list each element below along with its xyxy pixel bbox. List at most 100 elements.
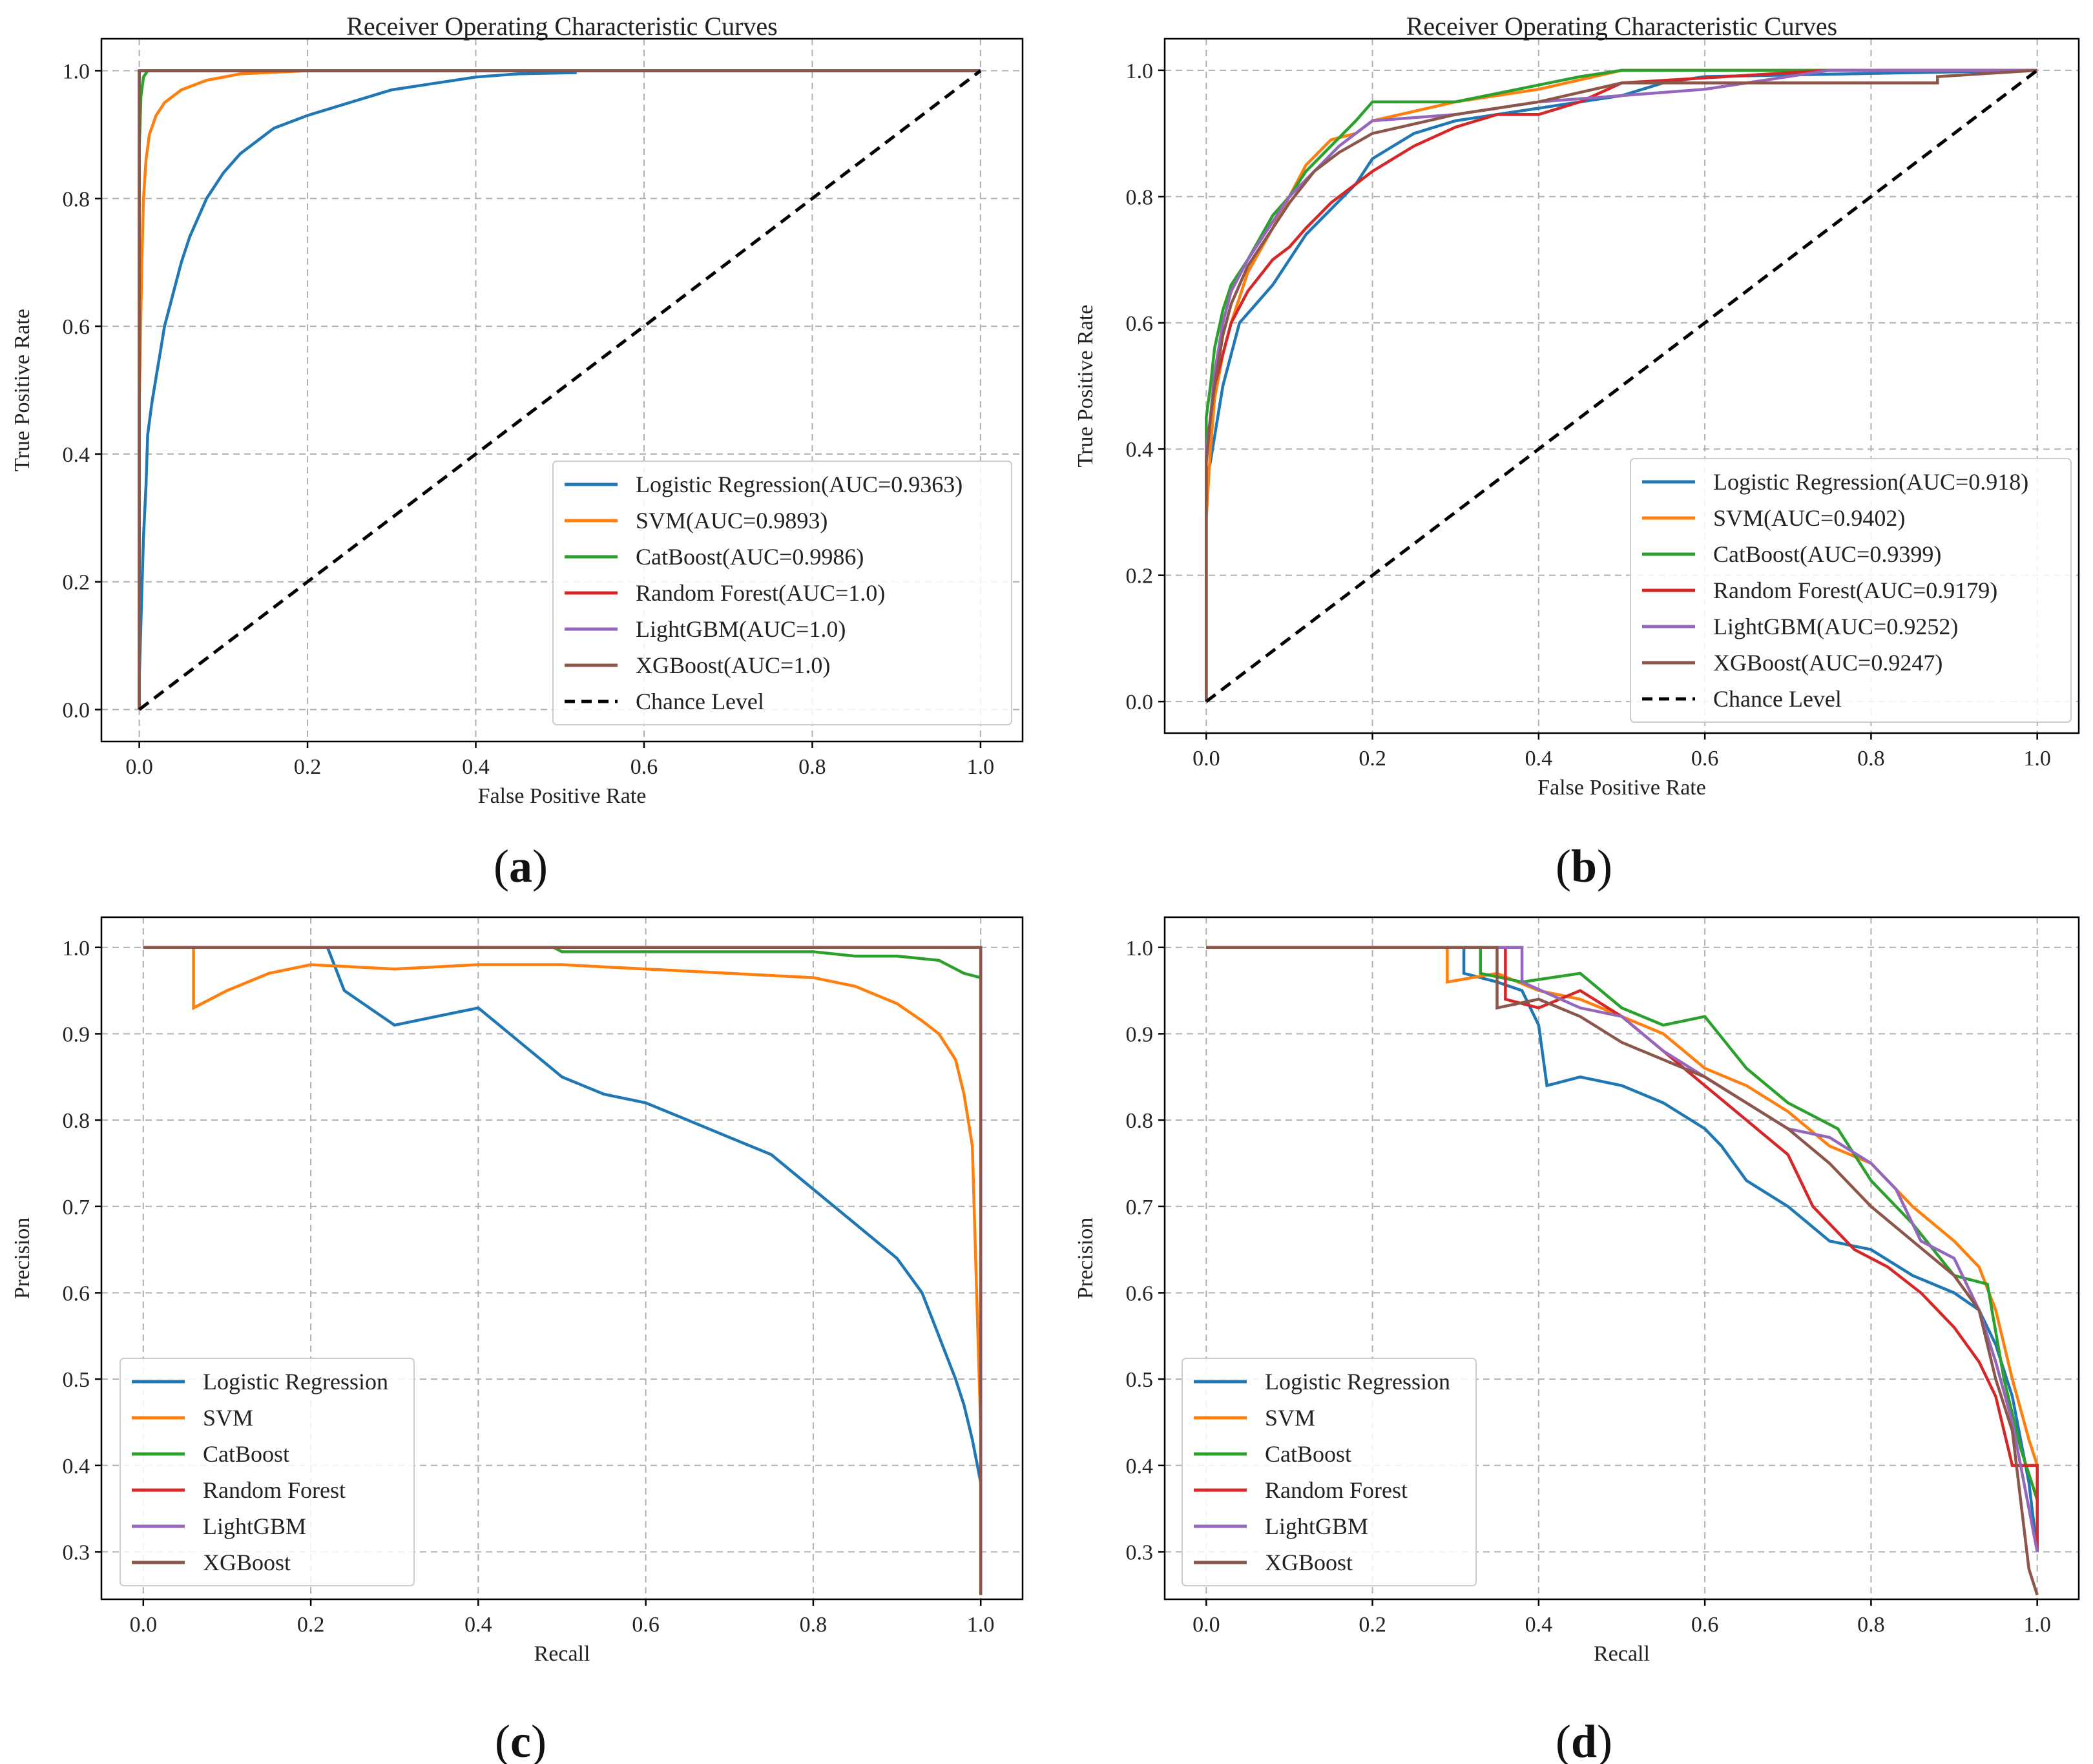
legend-label-random-forest: Random Forest(AUC=0.9179): [1713, 577, 1997, 603]
series-group-a: [138, 69, 982, 711]
legend-label-random-forest: Random Forest(AUC=1.0): [636, 580, 885, 606]
y-tick-label: 0.4: [1126, 1455, 1154, 1479]
x-axis-label-c: Recall: [534, 1642, 590, 1666]
legend-label-catboost: CatBoost: [203, 1441, 289, 1467]
legend-label-xgboost: XGBoost(AUC=1.0): [636, 652, 830, 678]
legend-box: [1630, 458, 2072, 723]
x-tick-label: 0.2: [294, 755, 322, 779]
y-tick-label: 0.8: [1126, 185, 1154, 209]
legend-label-chance-level: Chance Level: [1713, 686, 1842, 712]
x-tick-label: 0.2: [297, 1613, 325, 1637]
x-tick-label: 0.4: [464, 1613, 492, 1637]
series-line-chance-level: [1205, 68, 2039, 703]
legend-box: [120, 1358, 415, 1586]
legend-label-catboost: CatBoost(AUC=0.9399): [1713, 541, 1941, 567]
series-line-xgboost: [1205, 68, 2037, 702]
caption-d: (d): [1556, 1716, 1612, 1764]
y-tick-label: 0.0: [1126, 690, 1154, 714]
axes-frame-a: [100, 37, 1024, 743]
legend-label-lightgbm: LightGBM: [1265, 1513, 1368, 1539]
x-tick-label: 0.6: [1691, 747, 1719, 771]
y-tick-label: 0.4: [1126, 438, 1154, 462]
series-line-lightgbm: [1206, 946, 2039, 1552]
x-tick-label: 0.8: [1857, 1613, 1885, 1637]
x-tick-label: 0.8: [1857, 747, 1885, 771]
caption-c: (c): [495, 1716, 547, 1764]
legend-a: Logistic Regression(AUC=0.9363) SVM(AUC=0…: [552, 461, 1012, 725]
x-tick-label: 0.8: [798, 755, 826, 779]
x-tick-label: 0.0: [125, 755, 153, 779]
x-tick-label: 0.0: [130, 1613, 158, 1637]
series-line-xgboost: [138, 69, 981, 710]
y-tick-label: 0.6: [63, 315, 90, 339]
y-tick-label: 0.2: [1126, 565, 1154, 588]
chart-title-b: Receiver Operating Characteristic Curves: [1406, 12, 1838, 41]
series-line-catboost: [1206, 946, 2039, 1500]
y-tick-label: 0.7: [1126, 1196, 1154, 1219]
y-tick-label: 0.4: [63, 443, 90, 467]
panel-a: 0.0 0.2 0.4 0.6 0.8 1.0 0.0 0.2 0.4 0.6 0.8 1.0 Rece…: [10, 12, 1024, 808]
x-tick-label: 1.0: [967, 1613, 995, 1637]
legend-label-random-forest: Random Forest: [1265, 1477, 1408, 1503]
legend-label-xgboost: XGBoost(AUC=0.9247): [1713, 650, 1942, 676]
legend-label-svm: SVM(AUC=0.9402): [1713, 505, 1905, 531]
legend-label-catboost: CatBoost: [1265, 1441, 1351, 1467]
legend-d: Logistic Regression SVM CatBoost Random For…: [1182, 1358, 1477, 1586]
x-tick-label: 0.0: [1192, 1613, 1220, 1637]
series-line-catboost: [143, 946, 983, 1026]
legend-label-logistic-regression: Logistic Regression(AUC=0.9363): [636, 472, 963, 497]
y-tick-label: 0.6: [1126, 312, 1154, 336]
legend-label-xgboost: XGBoost: [1265, 1550, 1353, 1575]
y-tick-label: 0.8: [63, 187, 90, 211]
x-tick-label: 0.6: [632, 1613, 660, 1637]
caption-a: (a): [494, 840, 548, 892]
y-axis-label-c: Precision: [10, 1218, 34, 1300]
x-tick-label: 0.2: [1359, 747, 1386, 771]
y-tick-label: 0.3: [63, 1541, 90, 1564]
x-tick-label: 0.4: [1525, 747, 1553, 771]
y-tick-label: 0.8: [63, 1109, 90, 1133]
legend-label-xgboost: XGBoost: [203, 1550, 291, 1575]
y-tick-label: 0.8: [1126, 1109, 1154, 1133]
legend-label-svm: SVM: [1265, 1405, 1315, 1431]
series-line-logistic-regression: [143, 946, 983, 1483]
y-tick-label: 0.2: [63, 571, 90, 595]
x-tick-label: 1.0: [2023, 1613, 2051, 1637]
panel-c: 0.0 0.2 0.4 0.6 0.8 1.0 0.3 0.4 0.5 0.6 0.7 0.8 0.9 1…: [10, 916, 1024, 1666]
legend-c: Logistic Regression SVM CatBoost Random For…: [120, 1358, 415, 1586]
legend-box: [1182, 1358, 1477, 1586]
x-tick-label: 0.4: [1525, 1613, 1553, 1637]
y-tick-label: 0.6: [63, 1281, 90, 1305]
legend-label-lightgbm: LightGBM(AUC=1.0): [636, 616, 846, 642]
x-axis-label-b: False Positive Rate: [1537, 776, 1706, 800]
y-tick-label: 0.9: [1126, 1022, 1154, 1046]
y-axis-label-b: True Positive Rate: [1074, 305, 1098, 468]
legend-label-lightgbm: LightGBM(AUC=0.9252): [1713, 614, 1958, 639]
series-line-xgboost: [143, 946, 983, 1595]
x-tick-label: 1.0: [2023, 747, 2051, 771]
y-tick-label: 1.0: [63, 937, 90, 960]
legend-label-random-forest: Random Forest: [203, 1477, 346, 1503]
legend-label-chance-level: Chance Level: [636, 689, 764, 714]
x-tick-label: 0.4: [462, 755, 490, 779]
legend-b: Logistic Regression(AUC=0.918) SVM(AUC=0.…: [1630, 458, 2072, 723]
chart-title-a: Receiver Operating Characteristic Curves: [346, 12, 778, 41]
series-line-chance-level: [138, 69, 982, 711]
series-line-logistic-regression: [1205, 68, 2037, 702]
series-line-svm: [143, 946, 983, 1431]
y-tick-label: 0.4: [63, 1455, 90, 1479]
series-line-random-forest: [1206, 946, 2039, 1552]
x-tick-label: 0.0: [1192, 747, 1220, 771]
series-line-xgboost: [1206, 946, 2039, 1595]
x-axis-label-d: Recall: [1594, 1642, 1650, 1666]
x-tick-label: 0.6: [630, 755, 658, 779]
panel-b: 0.0 0.2 0.4 0.6 0.8 1.0 0.0 0.2 0.4 0.6 0.8 1.0 Rece…: [1074, 12, 2080, 800]
y-tick-label: 0.5: [63, 1368, 90, 1392]
x-tick-label: 0.2: [1359, 1613, 1386, 1637]
series-group-d: [1206, 946, 2039, 1595]
series-group-c: [143, 946, 983, 1595]
legend-label-catboost: CatBoost(AUC=0.9986): [636, 544, 864, 570]
y-tick-label: 1.0: [63, 59, 90, 83]
panel-d: 0.0 0.2 0.4 0.6 0.8 1.0 0.3 0.4 0.5 0.6 0.7 0.8 0.9 1…: [1074, 916, 2080, 1666]
